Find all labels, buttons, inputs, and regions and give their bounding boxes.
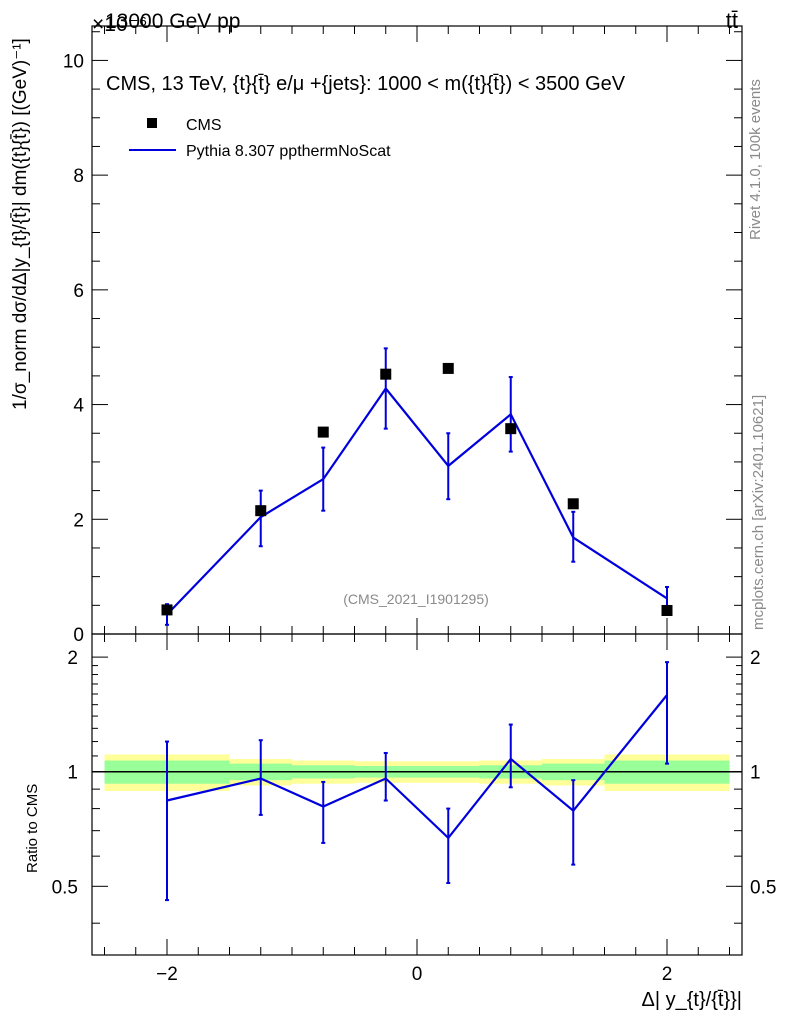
legend-title: CMS, 13 TeV, {t}{t̄} e/μ +{jets}: 1000 <… bbox=[106, 73, 626, 95]
x-scale-exponent: ×10⁻⁶ bbox=[92, 13, 147, 36]
data-point bbox=[505, 423, 517, 435]
y-tick-label-main: 10 bbox=[63, 51, 84, 72]
main-axis-ticks: 0 2 4 6 8 10 bbox=[63, 26, 742, 646]
main-panel: 0 2 4 6 8 10 bbox=[63, 25, 743, 646]
legend-data-label: CMS bbox=[186, 117, 222, 134]
mc-line bbox=[166, 386, 668, 616]
beam-energy-title: 13000 GeV pp bbox=[105, 10, 240, 33]
data-point bbox=[380, 368, 392, 380]
y-axis-label-main: 1/σ_norm dσ/dΔ|y_{t}/{t̄}| dm({t}{t̄}) [… bbox=[10, 38, 31, 410]
y-tick-label-main: 8 bbox=[73, 166, 84, 187]
y-tick-label-ratio-right: 0.5 bbox=[750, 877, 776, 898]
y-tick-label-ratio: 1 bbox=[67, 763, 78, 784]
process-title: tt̄ bbox=[726, 8, 738, 33]
ratio-mc-series bbox=[165, 661, 669, 902]
x-tick-label: −2 bbox=[156, 964, 178, 985]
y-tick-label-main: 2 bbox=[73, 510, 84, 531]
data-point bbox=[567, 498, 579, 510]
data-point bbox=[317, 426, 329, 438]
y-axis-label-ratio: Ratio to CMS bbox=[24, 784, 41, 873]
ratio-axis-ticks: 0.5 0.5 1 1 2 2 −2 0 2 bbox=[52, 634, 776, 985]
ratio-panel: 0.5 0.5 1 1 2 2 −2 0 2 bbox=[52, 633, 776, 985]
y-tick-label-main: 6 bbox=[73, 281, 84, 302]
x-axis-label: Δ| y_{t}/{t̄}}| bbox=[642, 989, 743, 1011]
rivet-label: Rivet 4.1.0, 100k events bbox=[747, 79, 764, 240]
y-tick-label-ratio: 0.5 bbox=[52, 877, 78, 898]
analysis-id: (CMS_2021_I1901295) bbox=[343, 591, 489, 607]
ratio-uncertainty-bands bbox=[92, 754, 742, 791]
y-tick-label-ratio-right: 2 bbox=[750, 648, 761, 669]
mc-series bbox=[165, 347, 669, 626]
legend: CMS, 13 TeV, {t}{t̄} e/μ +{jets}: 1000 <… bbox=[106, 73, 626, 160]
ratio-mc-line bbox=[166, 694, 668, 840]
y-tick-label-ratio: 2 bbox=[67, 648, 78, 669]
data-series bbox=[161, 362, 673, 616]
data-point bbox=[255, 505, 267, 517]
legend-mc-label: Pythia 8.307 ppthermNoScat bbox=[186, 143, 391, 160]
y-tick-label-main: 0 bbox=[73, 625, 84, 646]
y-tick-label-main: 4 bbox=[73, 396, 84, 417]
legend-data-marker bbox=[147, 118, 157, 128]
data-point bbox=[161, 604, 173, 616]
x-tick-label: 2 bbox=[662, 964, 673, 985]
y-tick-label-ratio-right: 1 bbox=[750, 763, 761, 784]
mcplots-label: mcplots.cern.ch [arXiv:2401.10621] bbox=[750, 395, 767, 630]
x-tick-label: 0 bbox=[412, 964, 423, 985]
data-point bbox=[661, 604, 673, 616]
data-point bbox=[442, 362, 454, 374]
